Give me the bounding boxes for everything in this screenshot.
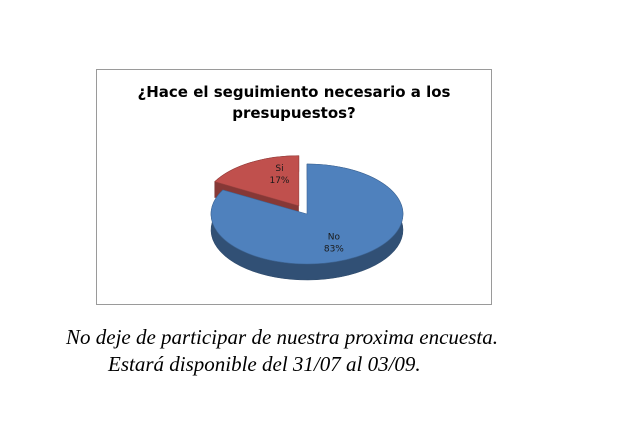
slice-value-si: 17% [269, 176, 289, 186]
caption-line-1: No deje de participar de nuestra proxima… [66, 325, 498, 349]
chart-container: ¿Hace el seguimiento necesario a los pre… [96, 69, 492, 305]
chart-title: ¿Hace el seguimiento necesario a los pre… [137, 83, 451, 122]
pie-chart: Si 17% No 83% [210, 155, 404, 281]
slice-label-si: Si [275, 164, 283, 174]
slice-value-no: 83% [324, 245, 344, 255]
pie-slice-no [210, 163, 404, 281]
caption-line-2: Estará disponible del 31/07 al 03/09. [108, 352, 421, 376]
slice-label-no: No [328, 233, 341, 243]
